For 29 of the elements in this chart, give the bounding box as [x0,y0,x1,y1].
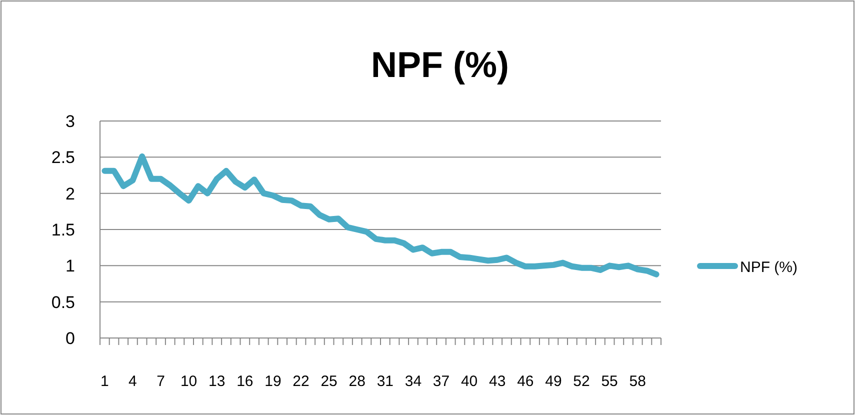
y-tick-label: 1 [66,256,75,276]
legend-label: NPF (%) [740,259,798,276]
x-tick-label: 55 [601,373,618,390]
y-tick-label: 3 [66,112,75,131]
y-tick-label: 0 [66,329,75,348]
x-tick-label: 13 [208,373,226,390]
x-tick-label: 58 [629,373,646,390]
x-tick-label: 1 [100,373,109,390]
x-tick-label: 37 [432,373,450,390]
x-tick-label: 49 [545,373,562,390]
x-tick-label: 46 [517,373,534,390]
x-tick-label: 16 [236,373,254,390]
x-tick-label: 19 [264,373,282,390]
x-tick-label: 31 [376,373,394,390]
x-tick-label: 40 [460,373,478,390]
x-tick-label: 25 [320,373,338,390]
y-tick-label: 1.5 [51,220,75,240]
x-tick-label: 43 [489,373,506,390]
x-tick-label: 4 [128,373,137,390]
y-tick-label: 0.5 [51,292,75,312]
x-tick-label: 22 [292,373,310,390]
x-tick-label: 7 [156,373,165,390]
x-tick-label: 34 [404,373,422,390]
x-tick-label: 52 [573,373,590,390]
y-tick-label: 2.5 [51,148,75,168]
x-tick-label: 28 [348,373,366,390]
x-tick-label: 10 [180,373,198,390]
chart-title: NPF (%) [371,44,509,85]
y-tick-label: 2 [66,184,75,204]
